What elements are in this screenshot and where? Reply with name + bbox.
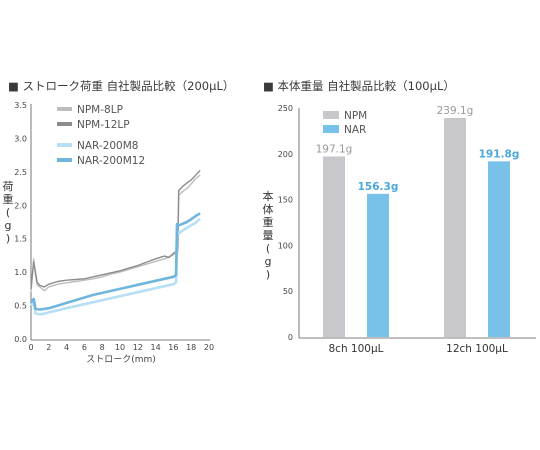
bar-value-label: 197.1g [316, 143, 353, 155]
weight-y-tick-label: 250 [278, 104, 293, 113]
stroke-y-tick-label: 3.5 [14, 101, 27, 110]
weight-y-tick-label: 50 [283, 287, 293, 296]
bar-nar-0 [367, 193, 389, 337]
series-line-npm-12lp [30, 170, 201, 289]
bar-npm-1 [444, 117, 466, 337]
weight-y-tick-label: 150 [278, 196, 293, 205]
stroke-chart-ylabel-text: 荷重(g) [3, 180, 14, 245]
stroke-chart-legend: NPM-8LP NPM-12LP NAR-200M8 NAR-200M12 [57, 104, 145, 167]
legend-swatch-nar [323, 125, 339, 133]
bar-nar-1 [488, 161, 510, 337]
weight-y-tick-label: 100 [278, 241, 293, 250]
stroke-y-tick-label: 0.0 [14, 335, 27, 344]
stroke-x-tick-label: 6 [82, 343, 87, 352]
weight-chart-title: ■ 本体重量 自社製品比較（100μL） [263, 79, 455, 93]
stroke-y-tick-label: 0.5 [14, 302, 27, 311]
stroke-y-tick-label: 2.0 [14, 201, 27, 210]
stroke-x-tick-label: 18 [186, 343, 196, 352]
stroke-chart-title: ■ ストローク荷重 自社製品比較（200μL） [8, 79, 234, 93]
stroke-x-tick-label: 8 [100, 343, 105, 352]
stroke-x-tick-label: 14 [151, 343, 161, 352]
stroke-x-tick-label: 12 [133, 343, 143, 352]
legend-label-npm: NPM [344, 110, 367, 122]
legend-label-npm-12lp: NPM-12LP [77, 119, 130, 131]
bar-value-label: 156.3g [358, 181, 399, 193]
stroke-y-tick-label: 2.5 [14, 168, 27, 177]
series-line-nar-200m8 [29, 217, 201, 316]
category-label: 8ch 100μL [328, 343, 383, 355]
weight-y-tick-label: 200 [278, 150, 293, 159]
weight-chart-ylabel-text: 本体重量(g) [263, 189, 274, 281]
stroke-y-tick-label: 1.0 [14, 268, 27, 277]
stroke-load-chart: ■ ストローク荷重 自社製品比較（200μL） 荷重(g) 0.0 0.5 1.0 1… [3, 79, 235, 365]
stroke-x-tick-label: 2 [46, 343, 51, 352]
weight-y-tick-label: 0 [288, 333, 293, 342]
stroke-chart-xlabel: ストローク(mm) [86, 354, 156, 365]
legend-swatch-npm [323, 111, 339, 119]
stroke-chart-ylabel: 荷重(g) [3, 180, 14, 245]
series-line-nar-200m12 [29, 212, 201, 311]
legend-label-nar-200m12: NAR-200M12 [77, 155, 145, 167]
stroke-x-tick-label: 4 [64, 343, 69, 352]
body-weight-chart: ■ 本体重量 自社製品比較（100μL） 本体重量(g) 0 50 100 150 20… [263, 79, 536, 355]
category-label: 12ch 100μL [446, 343, 508, 355]
bar-value-label: 239.1g [437, 105, 474, 117]
stroke-x-tick-label: 0 [28, 343, 33, 352]
stroke-y-tick-label: 1.5 [14, 235, 27, 244]
weight-chart-ylabel: 本体重量(g) [263, 189, 274, 281]
stroke-y-tick-label: 3.0 [14, 134, 27, 143]
stroke-x-tick-label: 10 [115, 343, 125, 352]
stroke-x-tick-label: 20 [204, 343, 214, 352]
legend-label-nar-200m8: NAR-200M8 [77, 140, 138, 152]
stroke-x-tick-label: 16 [168, 343, 178, 352]
bar-value-label: 191.8g [479, 148, 520, 160]
legend-label-npm-8lp: NPM-8LP [77, 104, 123, 116]
legend-label-nar: NAR [344, 124, 366, 136]
bar-npm-0 [323, 156, 345, 337]
weight-chart-legend: NPM NAR [323, 110, 367, 136]
